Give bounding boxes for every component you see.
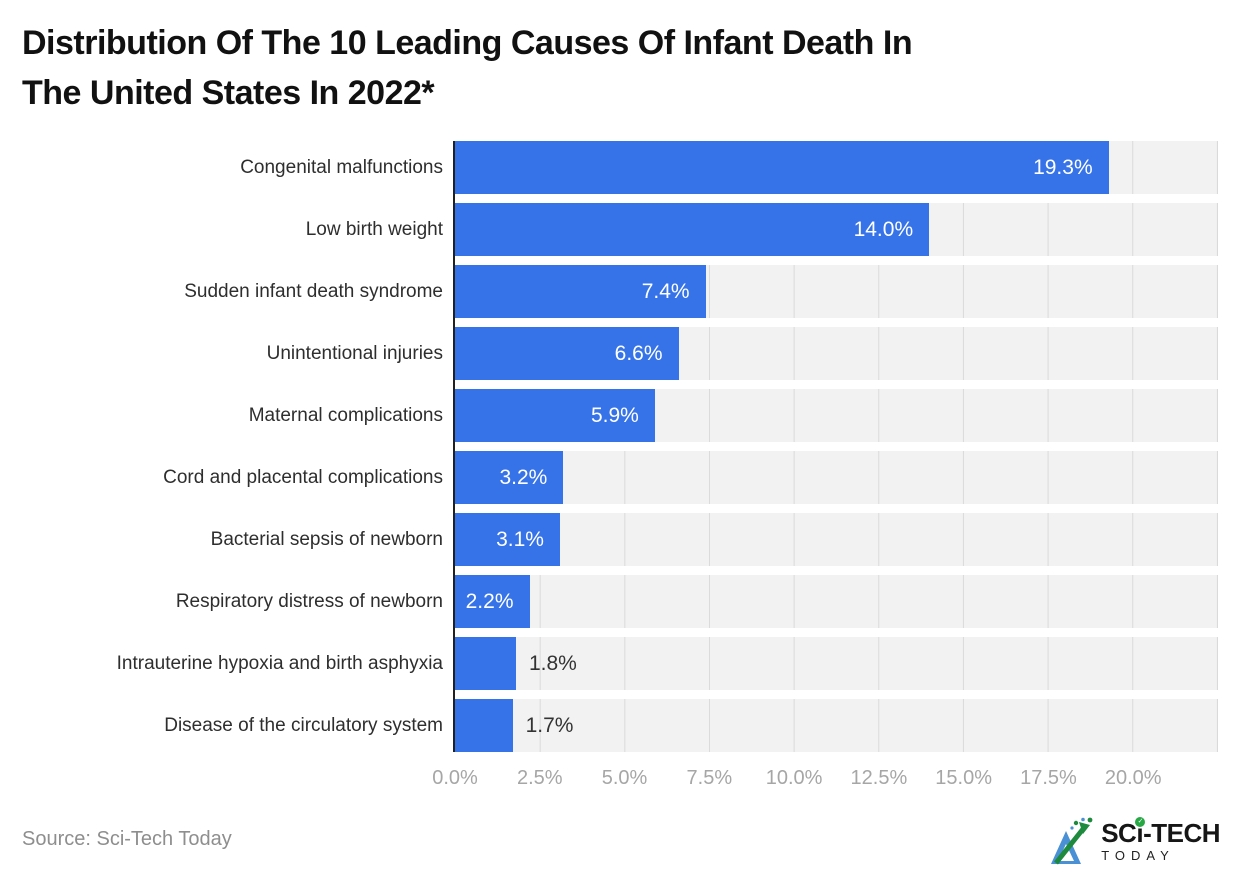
logo-word-post: -TECH: [1143, 817, 1220, 848]
category-label: Cord and placental complications: [163, 467, 443, 488]
bar-row: Sudden infant death syndrome 7.4%: [0, 265, 1218, 318]
category-label: Low birth weight: [305, 219, 443, 240]
x-axis: 0.0% 2.5% 5.0% 7.5% 10.0% 12.5% 15.0% 17.5% 20.0…: [432, 765, 1218, 791]
bar-value-label: 3.2%: [499, 466, 548, 489]
x-tick-label: 5.0%: [601, 767, 648, 789]
bar-track: 2.2%: [455, 575, 1218, 628]
source-text: Source: Sci-Tech Today: [22, 828, 232, 850]
bar-rows: Congenital malfunctions 19.3% Low birth we…: [0, 141, 1218, 752]
logo-letter-i: ✓ ı: [1135, 816, 1146, 846]
bar: [455, 637, 516, 690]
bar-row: Congenital malfunctions 19.3%: [0, 141, 1218, 194]
bar-row: Respiratory distress of newborn 2.2%: [0, 575, 1218, 628]
logo-word-pre: SC: [1101, 817, 1137, 848]
bar: 14.0%: [455, 203, 930, 256]
category-label: Maternal complications: [248, 405, 443, 426]
category-label: Sudden infant death syndrome: [184, 281, 443, 302]
bar: 3.2%: [455, 451, 564, 504]
bar: 2.2%: [455, 575, 530, 628]
bar-value-label: 1.7%: [525, 714, 574, 737]
logo-wordmark: SC ✓ ı -TECH TODAY: [1101, 816, 1220, 863]
bar: 5.9%: [455, 389, 655, 442]
y-axis-line: [453, 141, 455, 752]
page-title-line-2: The United States In 2022*: [22, 74, 435, 112]
bar-track: 19.3%: [455, 141, 1218, 194]
page-title-line-1: Distribution Of The 10 Leading Causes Of…: [22, 24, 913, 62]
page-title: Distribution Of The 10 Leading Causes Of…: [22, 18, 1202, 118]
category-label: Intrauterine hypoxia and birth asphyxia: [116, 653, 443, 674]
category-label: Unintentional injuries: [266, 343, 443, 364]
x-tick-label: 7.5%: [686, 767, 733, 789]
x-tick-label: 0.0%: [432, 767, 478, 789]
x-tick-label: 17.5%: [1020, 767, 1077, 789]
bar-value-label: 19.3%: [1033, 156, 1093, 179]
bar-track: 6.6%: [455, 327, 1218, 380]
bar-track: 7.4%: [455, 265, 1218, 318]
sci-tech-logo: SC ✓ ı -TECH TODAY: [1050, 813, 1220, 869]
x-tick-label: 20.0%: [1104, 767, 1162, 789]
check-icon: ✓: [1135, 816, 1146, 827]
bar-track: 5.9%: [455, 389, 1218, 442]
logo-icon: [1051, 817, 1093, 865]
bar-row: Low birth weight 14.0%: [0, 203, 1218, 256]
bar-value-label: 14.0%: [853, 218, 914, 241]
bar: [455, 699, 513, 752]
x-tick-label: 10.0%: [765, 767, 823, 789]
x-tick-label: 2.5%: [516, 767, 563, 789]
bar-row: Cord and placental complications 3.2%: [0, 451, 1218, 504]
x-tick-label: 12.5%: [850, 767, 908, 789]
bar-value-label: 1.8%: [528, 652, 577, 675]
logo-today: TODAY: [1101, 847, 1175, 863]
bar-track: 1.8%: [455, 637, 1218, 690]
category-label: Disease of the circulatory system: [164, 715, 443, 736]
bar-track: 3.1%: [455, 513, 1218, 566]
bar-value-label: 7.4%: [641, 280, 690, 303]
x-tick-label: 15.0%: [935, 767, 993, 789]
category-label: Respiratory distress of newborn: [175, 591, 443, 612]
bar-track: 3.2%: [455, 451, 1218, 504]
category-label: Bacterial sepsis of newborn: [210, 529, 443, 550]
logo-word: SC ✓ ı -TECH: [1101, 816, 1220, 848]
bar-row: Disease of the circulatory system 1.7%: [0, 699, 1218, 752]
bar-row: Maternal complications 5.9%: [0, 389, 1218, 442]
category-label: Congenital malfunctions: [240, 157, 443, 178]
bar-track: 14.0%: [455, 203, 1218, 256]
bar: 6.6%: [455, 327, 679, 380]
bar: 7.4%: [455, 265, 706, 318]
bar-value-label: 6.6%: [614, 342, 663, 365]
bar-value-label: 3.1%: [496, 528, 544, 551]
bar-value-label: 5.9%: [590, 404, 639, 427]
bar-track: 1.7%: [455, 699, 1218, 752]
bar-row: Unintentional injuries 6.6%: [0, 327, 1218, 380]
bar-row: Bacterial sepsis of newborn 3.1%: [0, 513, 1218, 566]
bar: 3.1%: [455, 513, 560, 566]
bar-value-label: 2.2%: [465, 590, 514, 613]
bar: 19.3%: [455, 141, 1109, 194]
bar-row: Intrauterine hypoxia and birth asphyxia 1…: [0, 637, 1218, 690]
bar-chart: Congenital malfunctions 19.3% Low birth we…: [0, 141, 1218, 791]
